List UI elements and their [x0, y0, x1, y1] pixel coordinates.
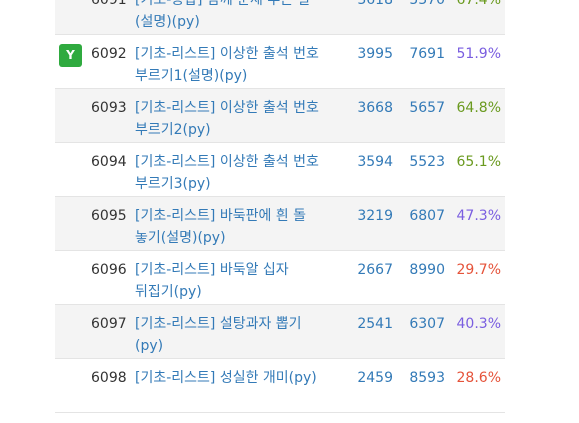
problem-row: 6093 [기초-리스트] 이상한 출석 번호 부르기2(py) 3668 5657 6… [55, 89, 505, 143]
submission-count: 5523 [409, 154, 445, 170]
accuracy-rate: 65.1% [456, 154, 501, 170]
problem-id: 6092 [91, 46, 127, 62]
submission-count: 8593 [409, 370, 445, 386]
submission-count: 7691 [409, 46, 445, 62]
problem-id: 6094 [91, 154, 127, 170]
problem-id: 6093 [91, 100, 127, 116]
submission-count: 8990 [409, 262, 445, 278]
submission-count: 6307 [409, 316, 445, 332]
submission-count: 6807 [409, 208, 445, 224]
accuracy-rate: 51.9% [456, 46, 501, 62]
problem-row: 6098 [기초-리스트] 성실한 개미(py) 2459 8593 28.6% [55, 359, 505, 413]
problem-id: 6098 [91, 370, 127, 386]
problem-id: 6091 [91, 0, 127, 8]
submission-count: 5370 [409, 0, 445, 8]
accuracy-rate: 28.6% [456, 370, 501, 386]
problem-row: Y 6092 [기초-리스트] 이상한 출석 번호 부르기1(설명)(py) 3995… [55, 35, 505, 89]
accuracy-rate: 29.7% [456, 262, 501, 278]
solved-count: 3594 [357, 154, 393, 170]
submission-count: 5657 [409, 100, 445, 116]
solved-count: 2541 [357, 316, 393, 332]
solved-count: 2459 [357, 370, 393, 386]
solved-badge: Y [59, 44, 82, 67]
problem-id: 6095 [91, 208, 127, 224]
problem-row: 6095 [기초-리스트] 바둑판에 흰 돌 놓기(설명)(py) 3219 6807… [55, 197, 505, 251]
accuracy-rate: 40.3% [456, 316, 501, 332]
solved-count: 3995 [357, 46, 393, 62]
problem-title-link[interactable]: [기초-리스트] 이상한 출석 번호 부르기2(py) [135, 100, 319, 138]
solved-count: 2667 [357, 262, 393, 278]
problem-title-link[interactable]: [기초-리스트] 이상한 출석 번호 부르기1(설명)(py) [135, 46, 319, 84]
problem-id: 6096 [91, 262, 127, 278]
problem-title-link[interactable]: [기초-종합] 함께 문제 푸는 날(설명)(py) [135, 0, 311, 30]
problem-row: 6094 [기초-리스트] 이상한 출석 번호 부르기3(py) 3594 5523 6… [55, 143, 505, 197]
solved-count: 3219 [357, 208, 393, 224]
problem-title-link[interactable]: [기초-리스트] 바둑판에 흰 돌 놓기(설명)(py) [135, 208, 307, 246]
problem-title-link[interactable]: [기초-리스트] 성실한 개미(py) [135, 370, 317, 386]
problem-title-link[interactable]: [기초-리스트] 설탕과자 뽑기(py) [135, 316, 302, 354]
solved-count: 3618 [357, 0, 393, 8]
problem-title-link[interactable]: [기초-리스트] 이상한 출석 번호 부르기3(py) [135, 154, 319, 192]
problem-row: 6091 [기초-종합] 함께 문제 푸는 날(설명)(py) 3618 5370 67… [55, 0, 505, 35]
accuracy-rate: 64.8% [456, 100, 501, 116]
solved-count: 3668 [357, 100, 393, 116]
problem-row: 6096 [기초-리스트] 바둑알 십자 뒤집기(py) 2667 8990 29.7% [55, 251, 505, 305]
accuracy-rate: 47.3% [456, 208, 501, 224]
problem-id: 6097 [91, 316, 127, 332]
problem-table: 6091 [기초-종합] 함께 문제 푸는 날(설명)(py) 3618 5370 67… [55, 0, 505, 413]
accuracy-rate: 67.4% [456, 0, 501, 8]
problem-row: 6097 [기초-리스트] 설탕과자 뽑기(py) 2541 6307 40.3% [55, 305, 505, 359]
problem-title-link[interactable]: [기초-리스트] 바둑알 십자 뒤집기(py) [135, 262, 289, 300]
